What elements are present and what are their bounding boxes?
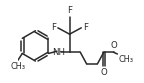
Text: NH: NH bbox=[52, 48, 65, 57]
Text: F: F bbox=[51, 23, 56, 32]
Text: CH₃: CH₃ bbox=[10, 62, 25, 71]
Text: O: O bbox=[100, 68, 107, 77]
Text: F: F bbox=[67, 6, 72, 15]
Text: CH₃: CH₃ bbox=[119, 55, 134, 64]
Text: O: O bbox=[110, 41, 117, 50]
Text: F: F bbox=[83, 23, 88, 32]
